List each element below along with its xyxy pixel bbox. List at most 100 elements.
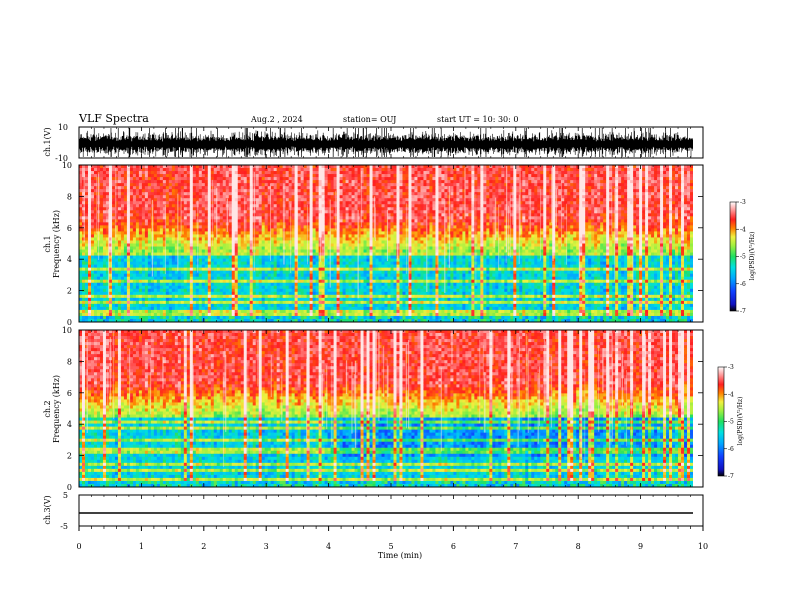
spectrogram-cell [297,186,302,190]
spectrogram-cell [375,234,379,238]
spectrogram-cell [237,222,242,226]
spectrogram-cell [192,216,197,220]
spectrogram-cell [432,186,436,190]
spectrogram-cell [540,186,544,190]
spectrogram-cell [132,234,137,238]
spectrogram-cell [498,219,502,223]
spectrogram-cell [144,183,149,187]
spectrogram-cell [462,198,466,202]
spectrogram-cell [339,216,343,220]
spectrogram-cell [399,219,403,223]
spectrogram-cell [345,177,349,181]
spectrogram-cell [501,210,505,214]
spectrogram-cell [141,180,146,184]
spectrogram-cell [186,174,191,178]
spectrogram-cell [537,219,541,223]
spectrogram-cell [99,210,104,214]
spectrogram-cell [483,222,487,226]
spectrogram-cell [282,180,287,184]
spectrogram-cell [393,171,397,175]
spectrogram-cell [351,198,355,202]
spectrogram-cell [111,195,116,199]
spectrogram-cell [384,174,388,178]
spectrogram-cell [309,186,314,190]
spectrogram-cell [120,225,125,229]
spectrogram-cell [339,177,343,181]
spectrogram-cell [87,165,92,169]
spectrogram-cell [255,231,260,235]
spectrogram-cell [426,210,430,214]
spectrogram-cell [246,219,251,223]
spectrogram-cell [306,225,311,229]
spectrogram-cell [432,171,436,175]
spectrogram-cell [264,219,269,223]
spectrogram-cell [315,201,320,205]
spectrogram-cell [675,195,679,199]
spectrogram-cell [231,210,236,214]
spectrogram-cell [246,165,251,169]
spectrogram-cell [225,180,230,184]
spectrogram-cell [90,198,95,202]
spectrogram-cell [327,201,331,205]
spectrogram-cell [474,177,478,181]
spectrogram-cell [333,204,337,208]
spectrogram-cell [528,180,532,184]
spectrogram-cell [537,195,541,199]
spectrogram-cell [108,177,113,181]
spectrogram-cell [657,192,661,196]
spectrogram-cell [507,210,511,214]
spectrogram-cell [618,168,622,172]
spectrogram-cell [573,198,577,202]
spectrogram-cell [381,174,385,178]
spectrogram-cell [297,207,302,211]
spectrogram-cell [312,165,317,169]
spectrogram-cell [111,168,116,172]
spectrogram-cell [570,189,574,193]
spectrogram-cell [108,225,113,229]
spectrogram-cell [168,210,173,214]
spectrogram-cell [627,228,631,232]
spectrogram-cell [582,213,586,217]
spectrogram-cell [594,168,598,172]
spectrogram-cell [606,177,610,181]
spectrogram-cell [234,225,239,229]
spectrogram-cell [390,225,394,229]
spectrogram-cell [108,186,113,190]
spectrogram-cell [222,204,227,208]
spectrogram-cell [270,207,275,211]
spectrogram-cell [348,192,352,196]
spectrogram-cell [606,234,610,238]
spectrogram-cell [594,171,598,175]
spectrogram-cell [204,183,209,187]
spectrogram-cell [297,210,302,214]
spectrogram-cell [207,219,212,223]
spectrogram-cell [153,186,158,190]
spectrogram-cell [261,198,266,202]
spectrogram-cell [462,189,466,193]
spectrogram-cell [255,207,260,211]
spectrogram-cell [594,210,598,214]
spectrogram-cell [669,207,673,211]
spectrogram-cell [243,186,248,190]
spectrogram-cell [573,210,577,214]
spectrogram-cell [270,168,275,172]
spectrogram-cell [108,201,113,205]
spectrogram-cell [138,198,143,202]
spectrogram-cell [621,201,625,205]
spectrogram-cell [678,219,682,223]
spectrogram-cell [516,195,520,199]
spectrogram-cell [249,228,254,232]
spectrogram-cell [195,195,200,199]
spectrogram-cell [135,198,140,202]
spectrogram-cell [126,228,131,232]
spectrogram-cell [363,198,367,202]
spectrogram-cell [690,207,693,211]
spectrogram-cell [633,207,637,211]
spectrogram-cell [348,201,352,205]
spectrogram-cell [657,189,661,193]
spectrogram-cell [465,216,469,220]
spectrogram-cell [408,201,412,205]
spectrogram-cell [330,174,334,178]
spectrogram-cell [315,198,320,202]
spectrogram-cell [690,213,693,217]
